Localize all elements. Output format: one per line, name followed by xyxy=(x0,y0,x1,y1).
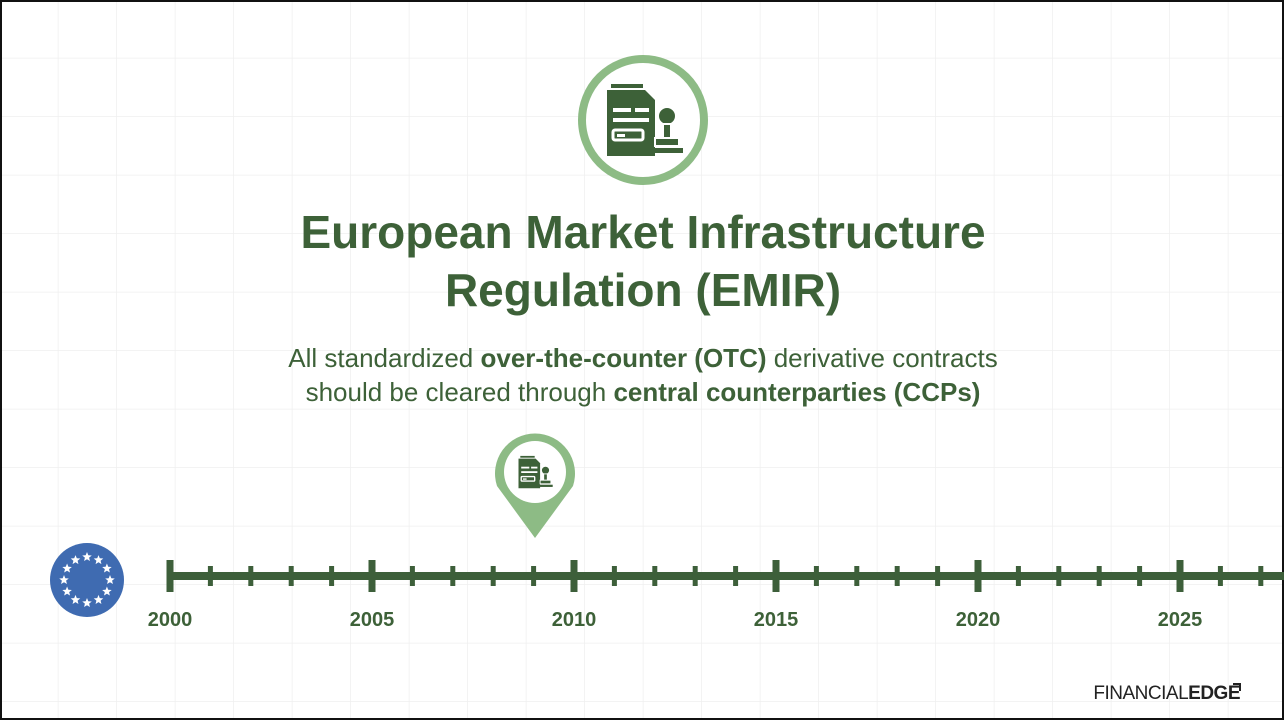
year-label: 2015 xyxy=(754,609,799,631)
subtitle-text: All standardized xyxy=(288,343,480,373)
eu-star xyxy=(82,552,92,562)
subtitle-bold: over-the-counter (OTC) xyxy=(481,343,767,373)
subtitle-line: All standardized over-the-counter (OTC) … xyxy=(288,343,997,373)
eu-star xyxy=(102,563,112,573)
eu-star xyxy=(93,555,104,565)
title-line: European Market Infrastructure xyxy=(300,206,985,258)
year-label: 2000 xyxy=(148,609,193,631)
eu-star xyxy=(105,575,115,585)
eu-star xyxy=(102,586,112,596)
brand-light: FINANCIAL xyxy=(1093,683,1188,704)
year-label: 2025 xyxy=(1158,609,1203,631)
eu-star xyxy=(70,594,81,604)
timeline: 2000 2005 2010 2015 2020 2025 xyxy=(148,560,1284,631)
subtitle-line: should be cleared through central counte… xyxy=(306,377,981,407)
subtitle-text: should be cleared through xyxy=(306,377,614,407)
eu-flag xyxy=(50,543,124,617)
header-icon xyxy=(578,55,708,185)
year-label: 2010 xyxy=(552,609,597,631)
brand: FINANCIALEDGE xyxy=(1093,683,1240,704)
timeline-pin xyxy=(495,433,575,538)
eu-star xyxy=(62,586,72,596)
eu-star xyxy=(70,555,81,565)
title-line: Regulation (EMIR) xyxy=(445,264,841,316)
eu-star xyxy=(62,563,72,573)
subtitle-text: derivative contracts xyxy=(767,343,998,373)
eu-star xyxy=(82,598,92,608)
eu-star xyxy=(59,575,69,585)
year-label: 2005 xyxy=(350,609,395,631)
brand-mark xyxy=(1233,683,1241,691)
eu-star xyxy=(93,594,104,604)
year-label: 2020 xyxy=(956,609,1001,631)
brand-bold: EDGE xyxy=(1188,683,1240,704)
subtitle-bold: central counterparties (CCPs) xyxy=(613,377,980,407)
